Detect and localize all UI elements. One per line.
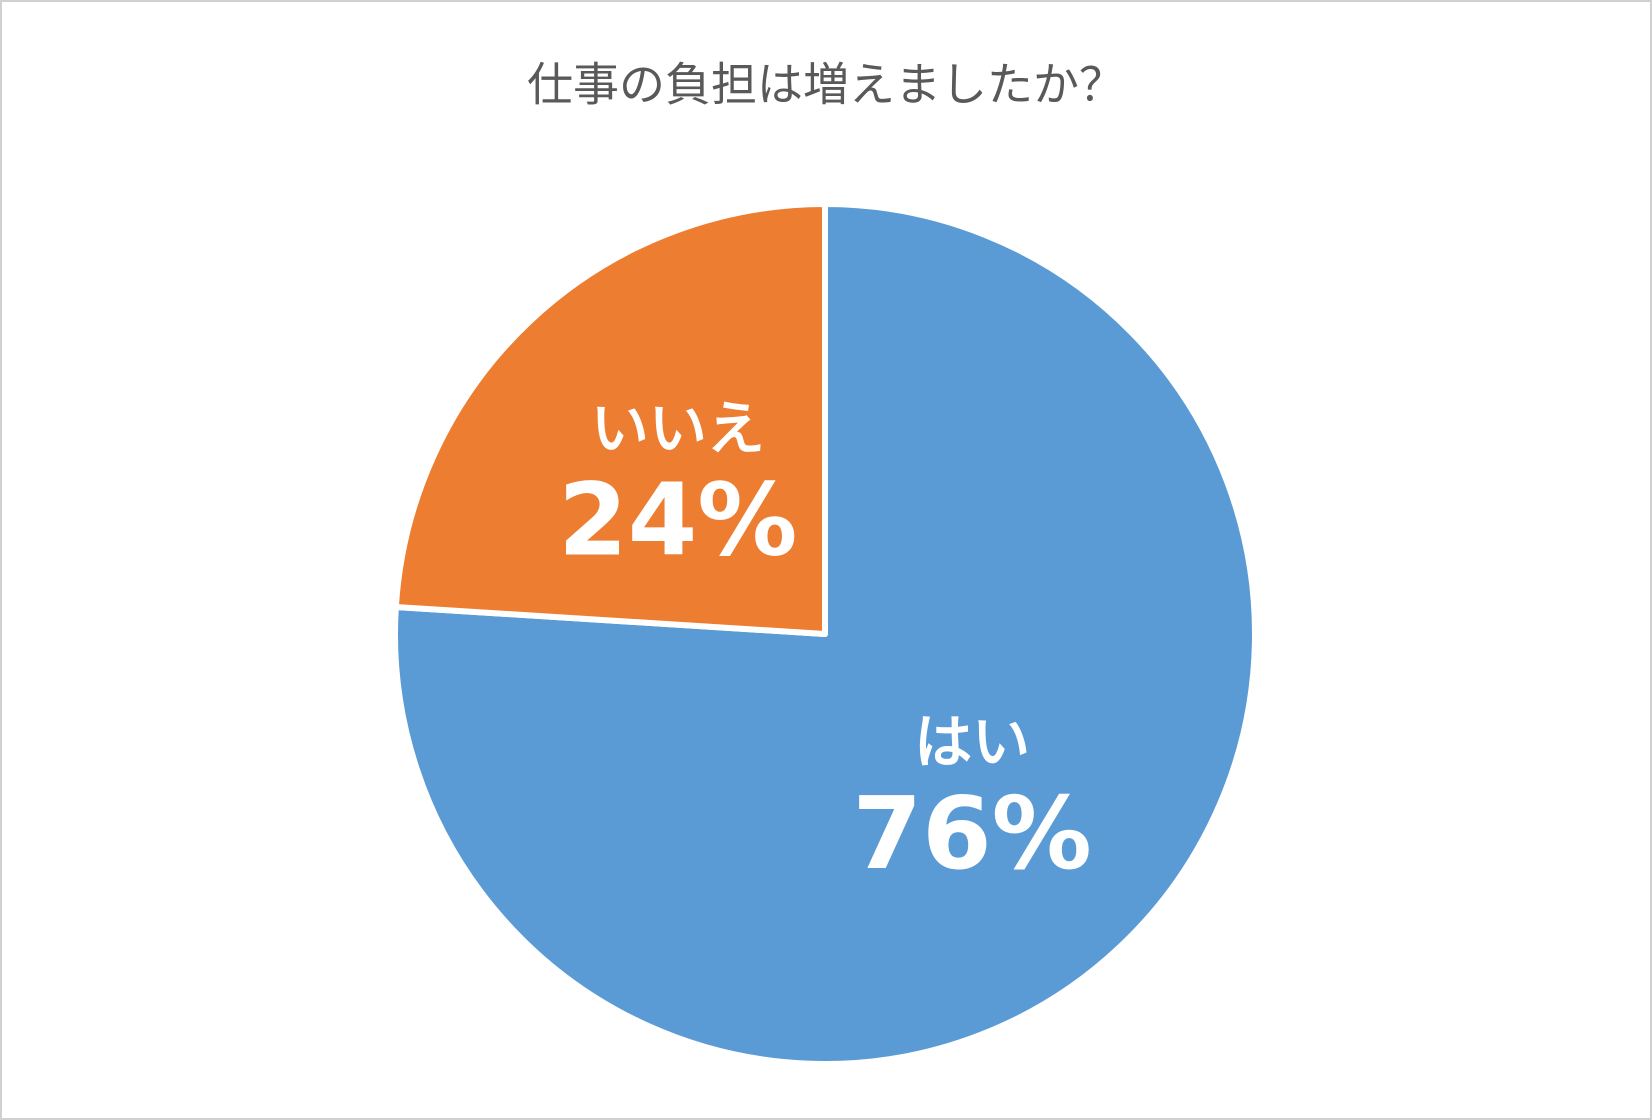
slice-value-label: 24% xyxy=(558,462,797,579)
chart-title: 仕事の負担は増えましたか？ xyxy=(527,58,1125,112)
pie-slice xyxy=(392,201,828,637)
slice-category-label: いいえ xyxy=(591,394,765,462)
slice-category-label: はい xyxy=(914,708,1030,776)
slice-value-label: 76% xyxy=(852,775,1091,892)
